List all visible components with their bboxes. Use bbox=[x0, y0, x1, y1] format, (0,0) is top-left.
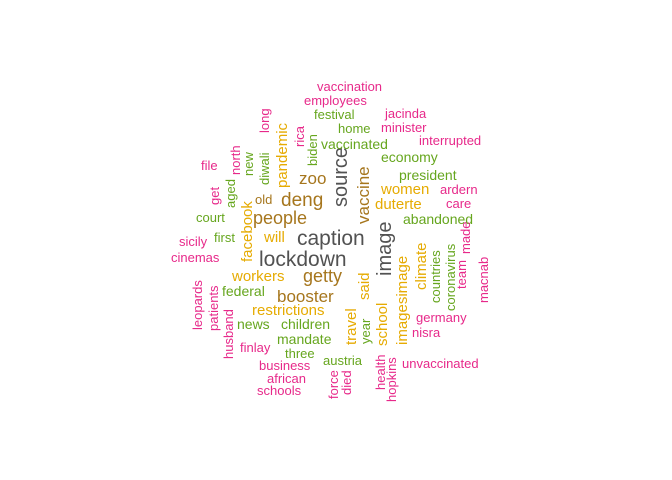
word-old: old bbox=[255, 192, 273, 207]
word-patients: patients bbox=[206, 285, 221, 331]
word-ardern: ardern bbox=[440, 182, 478, 197]
word-business: business bbox=[259, 358, 311, 373]
word-abandoned: abandoned bbox=[403, 211, 474, 227]
word-pandemic: pandemic bbox=[274, 122, 291, 188]
word-leopards: leopards bbox=[190, 280, 205, 330]
word-team: team bbox=[454, 260, 469, 289]
word-court: court bbox=[196, 210, 225, 225]
word-husband: husband bbox=[221, 309, 236, 359]
word-made: made bbox=[458, 221, 473, 254]
word-restrictions: restrictions bbox=[252, 302, 325, 319]
word-source: source bbox=[330, 146, 352, 207]
word-federal: federal bbox=[222, 283, 265, 299]
word-zoo: zoo bbox=[299, 169, 327, 188]
word-interrupted: interrupted bbox=[419, 133, 482, 148]
word-year: year bbox=[358, 318, 373, 344]
word-north: north bbox=[228, 145, 243, 175]
word-imagesimage: imagesimage bbox=[394, 255, 411, 345]
word-vaccine: vaccine bbox=[354, 166, 373, 224]
word-hopkins: hopkins bbox=[384, 357, 399, 402]
word-mandate: mandate bbox=[277, 331, 332, 347]
word-image: image bbox=[374, 221, 396, 276]
word-economy: economy bbox=[381, 149, 438, 165]
word-aged: aged bbox=[223, 179, 238, 208]
word-sicily: sicily bbox=[179, 234, 208, 249]
word-cinemas: cinemas bbox=[171, 250, 220, 265]
word-will: will bbox=[264, 229, 285, 246]
word-people: people bbox=[253, 208, 308, 228]
word-get: get bbox=[207, 186, 222, 205]
word-germany: germany bbox=[416, 310, 467, 325]
word-climate: climate bbox=[413, 242, 430, 290]
word-workers: workers bbox=[232, 268, 285, 285]
word-vaccinated: vaccinated bbox=[321, 136, 388, 152]
word-three: three bbox=[285, 346, 315, 361]
word-schools: schools bbox=[257, 383, 302, 398]
word-diwali: diwali bbox=[257, 152, 272, 185]
word-caption: caption bbox=[297, 227, 365, 250]
word-vaccination: vaccination bbox=[317, 79, 383, 94]
word-long: long bbox=[257, 108, 272, 133]
word-travel: travel bbox=[343, 308, 360, 345]
word-home: home bbox=[338, 121, 371, 136]
word-rica: rica bbox=[292, 126, 307, 147]
word-care: care bbox=[446, 196, 472, 211]
word-finlay: finlay bbox=[240, 340, 271, 355]
word-news: news bbox=[237, 316, 270, 332]
word-macnab: macnab bbox=[476, 256, 491, 303]
word-first: first bbox=[214, 230, 235, 245]
word-biden: biden bbox=[305, 134, 320, 166]
word-booster: booster bbox=[277, 287, 334, 306]
word-president: president bbox=[399, 167, 457, 183]
word-school: school bbox=[374, 302, 391, 346]
word-children: children bbox=[281, 316, 331, 332]
word-said: said bbox=[356, 272, 373, 300]
word-duterte: duterte bbox=[375, 196, 422, 213]
word-employees: employees bbox=[304, 93, 367, 108]
word-lockdown: lockdown bbox=[259, 248, 347, 271]
word-new: new bbox=[241, 152, 256, 176]
word-austria: austria bbox=[323, 353, 363, 368]
word-nisra: nisra bbox=[412, 325, 441, 340]
word-festival: festival bbox=[314, 107, 355, 122]
word-died: died bbox=[339, 370, 354, 395]
word-minister: minister bbox=[381, 120, 427, 135]
word-african: african bbox=[267, 371, 307, 386]
word-deng: deng bbox=[281, 190, 324, 211]
word-jacinda: jacinda bbox=[385, 106, 427, 121]
word-unvaccinated: unvaccinated bbox=[402, 356, 479, 371]
word-file: file bbox=[201, 158, 218, 173]
word-countries: countries bbox=[428, 250, 443, 303]
word-women: women bbox=[381, 181, 430, 198]
word-getty: getty bbox=[303, 266, 343, 286]
word-facebook: facebook bbox=[239, 201, 256, 262]
